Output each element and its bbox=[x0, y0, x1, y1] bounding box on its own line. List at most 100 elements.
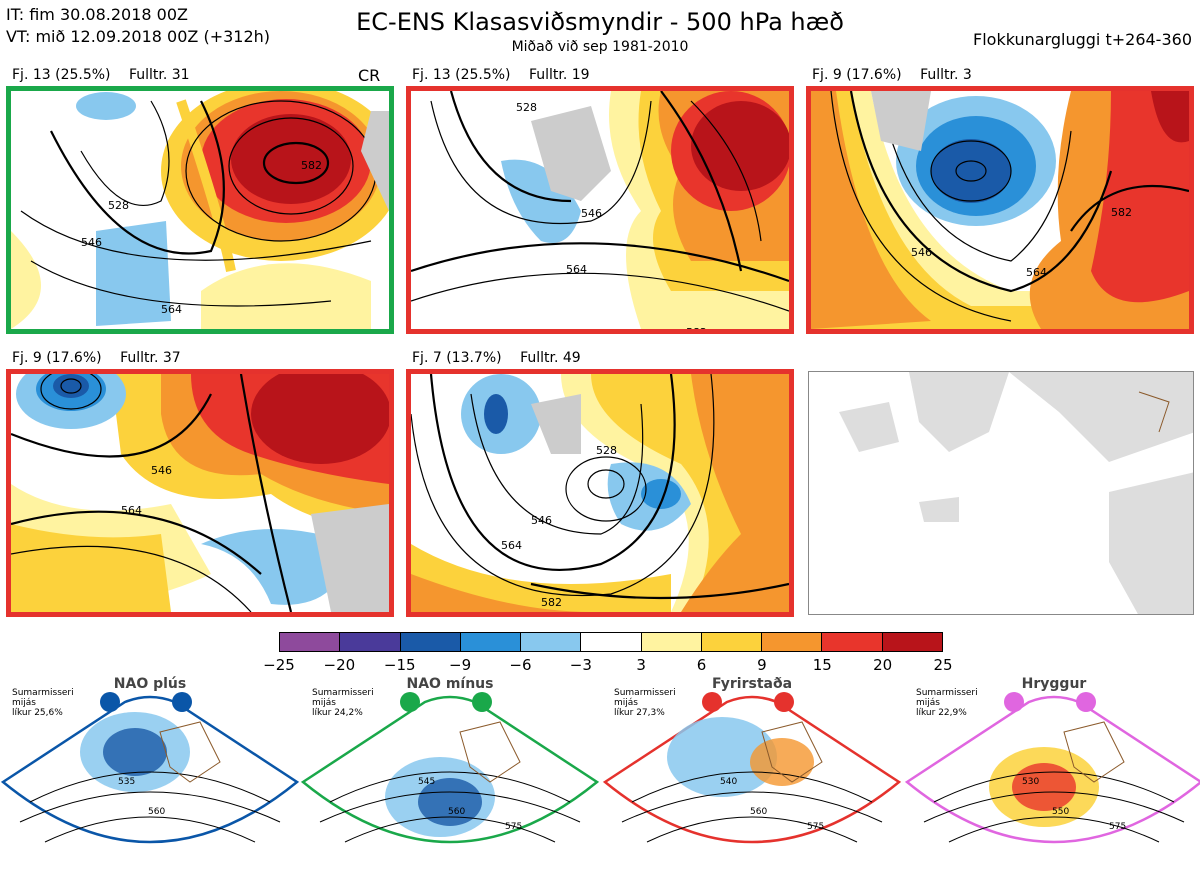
regime-marker-dot bbox=[1004, 692, 1024, 712]
regime-note-line: líkur 27,3% bbox=[614, 708, 665, 718]
regime-panel: Hryggur Sumarmisseri mijás líkur 22,9% 530 55… bbox=[904, 672, 1200, 871]
colorbar-tick-label: −9 bbox=[449, 656, 472, 674]
colorbar-segment bbox=[280, 633, 341, 651]
regime-name: NAO mínus bbox=[406, 676, 494, 692]
regime-contour-label: 540 bbox=[720, 777, 738, 787]
colorbar bbox=[279, 632, 943, 652]
regime-note-line: Sumarmisseri bbox=[614, 688, 676, 698]
regime-marker-dot bbox=[400, 692, 420, 712]
colorbar-tick-label: −6 bbox=[509, 656, 532, 674]
regime-marker-dot bbox=[100, 692, 120, 712]
regime-panel: NAO mínus Sumarmisseri mijás líkur 24,2% 545… bbox=[300, 672, 600, 871]
colorbar-tick-label: 6 bbox=[696, 656, 707, 674]
regime-map bbox=[0, 695, 300, 844]
contour-label: 528 bbox=[596, 444, 617, 457]
regime-contour-label: 535 bbox=[118, 777, 136, 787]
colorbar-segment bbox=[400, 633, 461, 651]
page-title: EC-ENS Klasasviðsmyndir - 500 hPa hæð bbox=[356, 8, 844, 36]
panel-3-label: Fj. 9 (17.6%) Fulltr. 3 bbox=[812, 67, 986, 83]
initial-time: IT: fim 30.08.2018 00Z bbox=[6, 5, 188, 24]
cluster-label: Fj. 13 (25.5%) bbox=[12, 67, 111, 83]
contour-label: 546 bbox=[151, 464, 172, 477]
regime-contour-label: 560 bbox=[448, 807, 466, 817]
regime-map bbox=[602, 695, 902, 844]
regime-marker-dot bbox=[774, 692, 794, 712]
map-2-graphic: 528 546 564 582 bbox=[411, 91, 789, 329]
regime-note-line: Sumarmisseri bbox=[12, 688, 74, 698]
panel-1-label: Fj. 13 (25.5%) Fulltr. 31 bbox=[12, 67, 204, 83]
regime-note: Sumarmisseri mijás líkur 22,9% bbox=[916, 688, 978, 718]
contour-label: 528 bbox=[516, 101, 537, 114]
regime-note-line: mijás bbox=[12, 698, 36, 708]
cluster-map-3: 546 564 582 bbox=[806, 86, 1194, 334]
colorbar-segment bbox=[762, 633, 823, 651]
regime-note-line: mijás bbox=[916, 698, 940, 708]
regime-map bbox=[904, 695, 1200, 844]
contour-label: 582 bbox=[686, 326, 707, 329]
cluster-map-4: 546 564 bbox=[6, 369, 394, 617]
colorbar-segment bbox=[340, 633, 401, 651]
regime-note-line: líkur 25,6% bbox=[12, 708, 63, 718]
colorbar-segment bbox=[882, 633, 942, 651]
cluster-label: Fj. 7 (13.7%) bbox=[412, 350, 502, 366]
map-5-graphic: 528 546 564 582 bbox=[411, 374, 789, 612]
regime-note-line: mijás bbox=[614, 698, 638, 708]
panel-4-label: Fj. 9 (17.6%) Fulltr. 37 bbox=[12, 350, 195, 366]
contour-label: 564 bbox=[161, 303, 182, 316]
panel-5-label: Fj. 7 (13.7%) Fulltr. 49 bbox=[412, 350, 595, 366]
regime-contour-label: 545 bbox=[418, 777, 436, 787]
representative-label: Fulltr. 31 bbox=[128, 67, 190, 83]
colorbar-segment bbox=[701, 633, 763, 651]
page-subtitle: Miðað við sep 1981-2010 bbox=[511, 39, 689, 55]
cluster-map-1: 528 546 564 582 bbox=[6, 86, 394, 334]
contour-label: 582 bbox=[1111, 206, 1132, 219]
representative-label: Fulltr. 3 bbox=[920, 67, 972, 83]
colorbar-tick-label: 9 bbox=[757, 656, 767, 674]
contour-label: 582 bbox=[301, 159, 322, 172]
regime-note: Sumarmisseri mijás líkur 24,2% bbox=[312, 688, 374, 718]
cluster-map-5: 528 546 564 582 bbox=[406, 369, 794, 617]
classification-window: Flokkunargluggi t+264-360 bbox=[973, 30, 1192, 49]
colorbar-segment bbox=[822, 633, 883, 651]
regime-note-line: Sumarmisseri bbox=[916, 688, 978, 698]
regime-marker-dot bbox=[472, 692, 492, 712]
cluster-label: Fj. 13 (25.5%) bbox=[412, 67, 511, 83]
colorbar-tick-label: 20 bbox=[873, 656, 893, 674]
contour-label: 564 bbox=[566, 263, 587, 276]
regime-note-line: Sumarmisseri bbox=[312, 688, 374, 698]
colorbar-tick-label: −20 bbox=[323, 656, 356, 674]
contour-label: 546 bbox=[531, 514, 552, 527]
colorbar-tick-label: −3 bbox=[569, 656, 592, 674]
regime-panel: NAO plús Sumarmisseri mijás líkur 25,6% 535 5… bbox=[0, 672, 300, 871]
contour-label: 546 bbox=[911, 246, 932, 259]
cluster-map-2: 528 546 564 582 bbox=[406, 86, 794, 334]
colorbar-segment bbox=[641, 633, 702, 651]
regime-contour-label: 575 bbox=[1109, 822, 1127, 832]
representative-label: Fulltr. 37 bbox=[120, 350, 181, 366]
representative-label: Fulltr. 49 bbox=[520, 350, 581, 366]
panel-2-label: Fj. 13 (25.5%) Fulltr. 19 bbox=[412, 67, 604, 83]
regime-contour-label: 575 bbox=[807, 822, 825, 832]
regime-note-line: mijás bbox=[312, 698, 336, 708]
regime-contour-label: 575 bbox=[505, 822, 523, 832]
regime-map bbox=[300, 695, 600, 844]
regime-note-line: líkur 22,9% bbox=[916, 708, 967, 718]
map-1-graphic: 528 546 564 582 bbox=[11, 91, 389, 329]
regime-name: Fyrirstaða bbox=[711, 676, 793, 692]
colorbar-segment bbox=[521, 633, 582, 651]
representative-label: Fulltr. 19 bbox=[528, 67, 590, 83]
regime-name: Hryggur bbox=[1021, 676, 1087, 692]
regime-contour-label: 560 bbox=[750, 807, 768, 817]
empty-base-map bbox=[808, 371, 1194, 615]
contour-label: 582 bbox=[541, 596, 562, 609]
regime-contour-label: 560 bbox=[148, 807, 166, 817]
contour-label: 546 bbox=[81, 236, 102, 249]
run-info: IT: fim 30.08.2018 00Z VT: mið 12.09.201… bbox=[6, 4, 270, 48]
regime-note-line: líkur 24,2% bbox=[312, 708, 363, 718]
regime-contour-label: 550 bbox=[1052, 807, 1070, 817]
regime-panel: Fyrirstaða Sumarmisseri mijás líkur 27,3% 54… bbox=[602, 672, 902, 871]
colorbar-tick-label: 15 bbox=[812, 656, 832, 674]
regime-note: Sumarmisseri mijás líkur 25,6% bbox=[12, 688, 74, 718]
contour-label: 564 bbox=[121, 504, 142, 517]
contour-label: 564 bbox=[501, 539, 522, 552]
